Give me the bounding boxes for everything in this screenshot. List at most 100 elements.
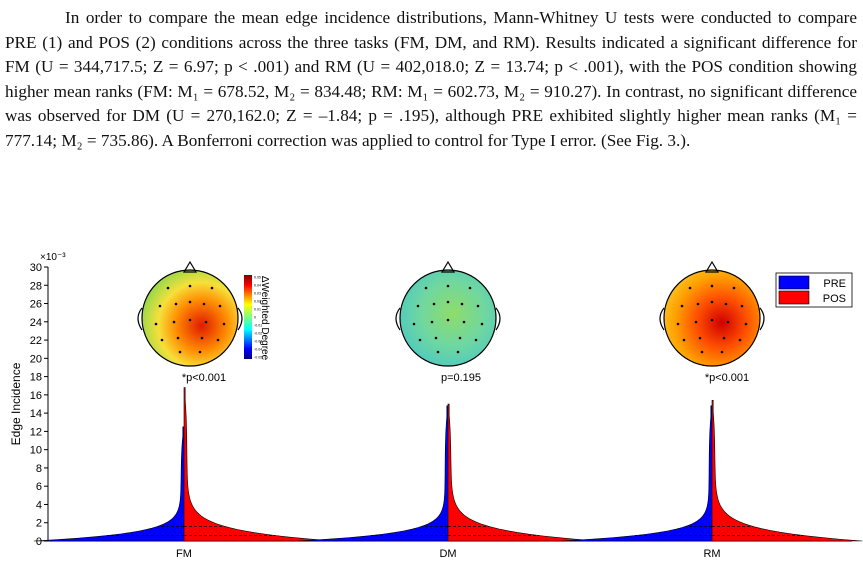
y-tick-label: 20 [30, 353, 42, 365]
electrode-dot [432, 302, 436, 306]
electrode-dot [688, 286, 692, 290]
y-tick-label: 16 [30, 390, 42, 402]
colorbar-tick-label: -0.05 [254, 356, 262, 360]
x-tick-label-dm: DM [439, 548, 456, 560]
y-tick-label: 22 [30, 335, 42, 347]
electrode-dot [696, 302, 700, 306]
electrode-dot [172, 320, 176, 324]
electrode-dot [480, 322, 484, 326]
violin-pre-rm [561, 405, 713, 542]
y-tick-label: 14 [30, 408, 42, 420]
colorbar-tick-label: -0.02 [254, 332, 262, 336]
electrode-dot [710, 284, 714, 288]
electrode-dot [418, 338, 422, 342]
violin-pos-rm [711, 400, 863, 542]
violin-pos-dm [447, 403, 599, 542]
electrode-dot [416, 304, 420, 308]
electrode-dot [436, 350, 440, 354]
y-tick-label: 28 [30, 280, 42, 292]
topoplot-rm [659, 260, 765, 367]
body-paragraph: In order to compare the mean edge incide… [5, 8, 857, 150]
electrode-dot [698, 336, 702, 340]
electrode-dot [710, 318, 714, 322]
y-scale-label: ×10⁻³ [40, 252, 66, 263]
electrode-dot [460, 302, 464, 306]
colorbar-tick-label: -0.03 [254, 340, 262, 344]
electrode-dot [710, 300, 714, 304]
y-tick-label: 30 [30, 262, 42, 274]
electrode-dot [740, 304, 744, 308]
electrode-dot [468, 286, 472, 290]
y-tick-label: 18 [30, 372, 42, 384]
y-tick-label: 12 [30, 426, 42, 438]
electrode-dot [682, 338, 686, 342]
electrode-dot [188, 318, 192, 322]
electrode-dot [210, 286, 214, 290]
x-tick-label-rm: RM [703, 548, 720, 560]
x-tick-label-fm: FM [176, 548, 192, 560]
colorbar-tick-label: 0.04 [254, 284, 261, 288]
electrode-dot [188, 300, 192, 304]
electrode-dot [738, 338, 742, 342]
electrode-dot [722, 336, 726, 340]
electrode-dot [424, 286, 428, 290]
legend: PRE POS [775, 272, 853, 308]
p-label-fm: *p<0.001 [182, 372, 226, 384]
electrode-dot [700, 350, 704, 354]
y-tick-label: 4 [36, 499, 42, 511]
colorbar-tick-label: 0.01 [254, 308, 261, 312]
y-tick-label: 26 [30, 299, 42, 311]
p-label-rm: *p<0.001 [705, 372, 749, 384]
p-label-dm: p=0.195 [441, 372, 481, 384]
colorbar-tick-label: 0.05 [254, 276, 261, 280]
electrode-dot [222, 322, 226, 326]
electrode-dot [446, 300, 450, 304]
colorbar-tick-label: -0.01 [254, 324, 262, 328]
electrode-dot [198, 350, 202, 354]
electrode-dot [744, 322, 748, 326]
y-tick-label: 6 [36, 481, 42, 493]
electrode-dot [676, 322, 680, 326]
legend-label-pos: POS [823, 293, 846, 305]
electrode-dot [166, 286, 170, 290]
x-axis: FM DM RM [48, 540, 852, 560]
electrode-dot [726, 320, 730, 324]
violin-pre-dm [297, 405, 449, 542]
legend-swatch-pos [778, 290, 810, 305]
topoplot-fm [137, 260, 243, 367]
colorbar-tick-label: 0.03 [254, 292, 261, 296]
y-tick-label: 24 [30, 317, 42, 329]
electrode-dot [434, 336, 438, 340]
electrode-dot [456, 350, 460, 354]
electrode-dot [154, 322, 158, 326]
legend-swatch-pre [778, 275, 810, 290]
electrode-dot [458, 336, 462, 340]
colorbar: 0.05 0.04 0.03 0.02 0.01 0 -0.01 -0.02 -0.03 -0.0… [244, 275, 270, 361]
colorbar-label: ΔWeighted Degree [259, 276, 270, 361]
electrode-dot [160, 338, 164, 342]
electrode-dot [724, 302, 728, 306]
electrode-dot [476, 304, 480, 308]
electrode-dot [720, 350, 724, 354]
electrode-dot [694, 320, 698, 324]
electrode-dot [188, 284, 192, 288]
electrode-dot [218, 304, 222, 308]
electrode-dot [446, 284, 450, 288]
y-tick-label: 8 [36, 463, 42, 475]
electrode-dot [176, 336, 180, 340]
electrode-dot [216, 338, 220, 342]
topoplot-dm [395, 260, 501, 367]
violin-pre-fm [33, 426, 185, 542]
y-axis-label: Edge Incidence [9, 362, 23, 445]
electrode-dot [200, 336, 204, 340]
electrode-dot [174, 302, 178, 306]
electrode-dot [158, 304, 162, 308]
colorbar-tick-label: 0 [254, 316, 256, 320]
electrode-dot [178, 350, 182, 354]
electrode-dot [202, 302, 206, 306]
y-tick-label: 2 [36, 518, 42, 530]
electrode-dot [680, 304, 684, 308]
colorbar-tick-label: -0.04 [254, 348, 262, 352]
